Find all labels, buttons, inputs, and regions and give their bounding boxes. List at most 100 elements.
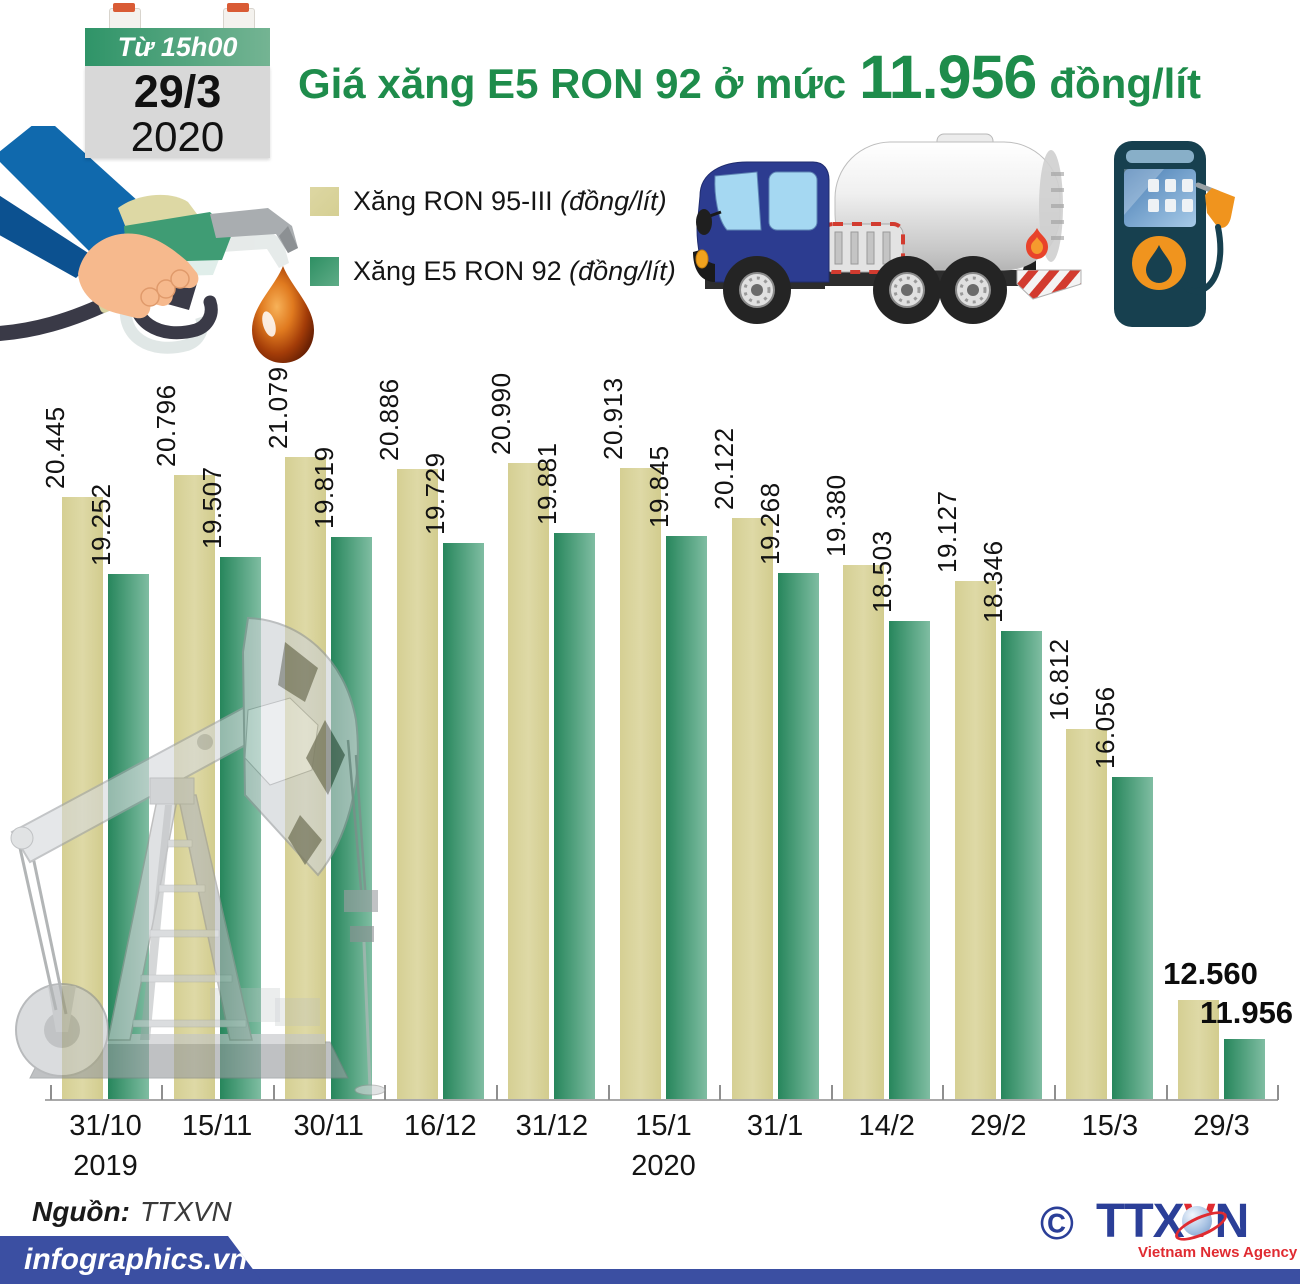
bar-value-label: 19.507: [197, 466, 228, 550]
axis-tick: [719, 1085, 722, 1100]
page-title: Giá xăng E5 RON 92 ở mức 11.956 đồng/lít: [298, 42, 1201, 112]
logo-part3: N: [1214, 1195, 1250, 1248]
legend-unit-ron95: (đồng/lít): [560, 185, 667, 216]
fuel-drop-icon: [1146, 245, 1172, 283]
bar-e5ron92-29/3: [1224, 1039, 1265, 1100]
axis-tick: [607, 1085, 610, 1100]
bar-value-label: 16.812: [1043, 638, 1074, 722]
mirror: [696, 209, 712, 235]
bar-value-label: 20.913: [597, 377, 628, 460]
bar-value-label: 12.560: [1163, 956, 1258, 992]
legend-label-e5ron92: Xăng E5 RON 92: [353, 255, 562, 286]
axis-tick: [830, 1085, 833, 1100]
bottom-strip: [0, 1269, 1300, 1284]
bar-value-label: 19.268: [755, 481, 786, 565]
logo-part1: TTX: [1096, 1195, 1185, 1248]
windshield: [714, 171, 762, 231]
calendar-badge: Từ 15h00 29/3 2020: [85, 3, 270, 158]
bar-value-label: 19.819: [308, 446, 339, 530]
axis-tick: [1053, 1085, 1056, 1100]
tanker-truck-illustration: [693, 133, 1082, 324]
copyright-icon: ©: [1040, 1197, 1074, 1249]
bar-value-label: 19.252: [85, 482, 116, 566]
bar-e5ron92-31/1: [777, 572, 819, 1100]
pump-nozzle: [1205, 188, 1235, 228]
bar-ron95-31/1: [731, 518, 773, 1100]
bar-value-label: 19.845: [643, 445, 674, 528]
x-axis-label: 15/3: [1081, 1110, 1139, 1142]
x-axis-label: 14/2: [858, 1110, 915, 1142]
x-axis-label: 15/11: [181, 1110, 253, 1142]
bar-value-label: 19.380: [820, 474, 851, 558]
x-axis-label: 15/1: [635, 1110, 692, 1142]
fuel-pump-illustration: [1114, 141, 1235, 327]
bar-e5ron92-15/1: [666, 535, 707, 1100]
bar-value-label: 20.886: [374, 378, 405, 462]
x-axis-label: 16/12: [404, 1110, 477, 1142]
headlight: [695, 249, 709, 269]
bar-value-label: 18.503: [866, 530, 897, 614]
bar-ron95-14/2: [843, 565, 885, 1100]
x-axis-line: [45, 1099, 1278, 1101]
legend-swatch-ron95: [310, 186, 339, 216]
pump-keypad: [1148, 179, 1193, 212]
source-value: TTXVN: [139, 1196, 232, 1227]
bar-value-label: 20.796: [151, 384, 182, 467]
axis-tick: [1277, 1085, 1280, 1100]
bar-ron95-15/3: [1066, 729, 1108, 1100]
x-axis-label: 31/12: [515, 1110, 589, 1142]
site-name: infographics.vn: [24, 1243, 248, 1276]
chart-legend: Xăng RON 95-III (đồng/lít) Xăng E5 RON 9…: [310, 186, 676, 326]
legend-item-ron95: Xăng RON 95-III (đồng/lít): [310, 186, 676, 216]
axis-tick: [161, 1085, 164, 1100]
bar-value-label: 19.127: [932, 490, 963, 574]
axis-tick: [942, 1085, 945, 1100]
source-credit: Nguồn: TTXVN: [32, 1196, 232, 1228]
ttxvn-logo: © TTXVN Vietnam News Agency: [1040, 1194, 1297, 1266]
bar-value-label: 19.729: [420, 452, 451, 536]
x-axis-year-label: 2020: [631, 1150, 696, 1182]
nozzle-spout: [210, 208, 298, 253]
pump-hose: [1181, 224, 1224, 295]
axis-tick: [495, 1085, 498, 1100]
bar-value-label: 20.445: [39, 406, 70, 490]
bar-e5ron92-29/2: [1000, 631, 1042, 1100]
legend-swatch-e5ron92: [310, 256, 339, 286]
calendar-date: 29/3: [133, 66, 222, 117]
bar-e5ron92-14/2: [889, 621, 931, 1100]
calendar-body: 29/3 2020: [85, 66, 270, 158]
logo-subtitle: Vietnam News Agency: [1138, 1244, 1298, 1261]
x-axis-label: 30/11: [293, 1110, 364, 1142]
title-prefix: Giá xăng E5 RON 92 ở mức: [298, 60, 847, 107]
calendar-year: 2020: [130, 113, 225, 160]
x-axis-year-label: 2019: [73, 1150, 138, 1182]
axis-tick: [49, 1085, 52, 1100]
bar-value-label: 21.079: [262, 366, 293, 449]
legend-label-ron95: Xăng RON 95-III: [353, 185, 553, 216]
axis-tick: [272, 1085, 275, 1100]
bar-e5ron92-15/3: [1112, 777, 1154, 1100]
hand-nozzle-illustration: [0, 126, 314, 363]
bar-ron95-15/1: [620, 467, 661, 1100]
bar-ron95-29/3: [1178, 1000, 1219, 1100]
rear-bumper: [1016, 269, 1082, 300]
bar-value-label: 19.881: [531, 442, 562, 526]
pump-screen: [1124, 169, 1196, 227]
pump-jack-illustration: [10, 616, 386, 1096]
bar-ron95-29/2: [954, 581, 996, 1100]
x-axis-label: 31/10: [69, 1110, 142, 1142]
axis-tick: [1165, 1085, 1168, 1100]
legend-item-e5ron92: Xăng E5 RON 92 (đồng/lít): [310, 256, 676, 286]
bar-e5ron92-31/12: [554, 533, 596, 1100]
title-value: 11.956: [859, 43, 1037, 111]
axis-tick: [384, 1085, 387, 1100]
sleeve: [0, 126, 150, 258]
bar-value-label: 20.122: [709, 427, 740, 511]
x-axis-label: 29/3: [1193, 1110, 1250, 1142]
pump-body: [1114, 141, 1206, 327]
bar-e5ron92-16/12: [442, 543, 484, 1100]
bar-value-label: 18.346: [978, 540, 1009, 624]
oil-drop-icon: [252, 266, 314, 363]
